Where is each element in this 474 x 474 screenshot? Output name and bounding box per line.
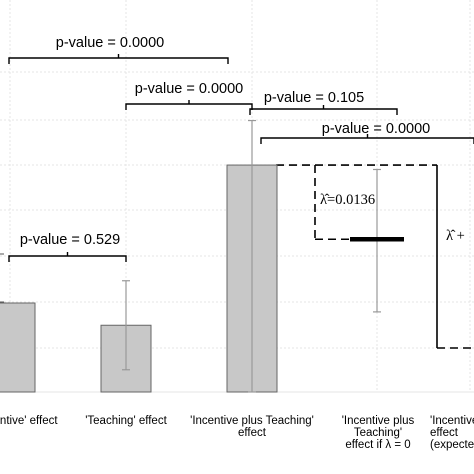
bracket-2 [125,100,253,110]
category-label-0-line-0: 'Incentive' effect [0,415,58,427]
pvalue-label-1: p-value = 0.0000 [56,35,164,51]
comparison-brackets: p-value = 0.529 p-value = 0.0000 p-value =… [8,35,474,262]
category-label-4-line-1: effect [430,427,459,439]
category-label-1: 'Teaching' effect [85,415,167,427]
category-label-4: 'Incentive plus Teaching'effect(expected… [430,415,474,451]
bracket-4 [260,134,474,144]
category-label-2: 'Incentive plus Teaching' effect [190,415,314,439]
bars [0,164,278,393]
category-label-1-line-0: 'Teaching' effect [85,415,167,427]
error-bars [122,119,404,393]
category-label-3-line-0: 'Incentive plus [342,415,415,427]
pvalue-label-4: p-value = 0.0000 [322,121,430,137]
expected-effect-lines [276,164,474,349]
bracket-0 [8,252,127,262]
pvalue-label-2: p-value = 0.0000 [135,81,243,97]
category-label-2-line-1: effect [238,427,267,439]
bracket-3 [249,105,398,115]
lambda-annotation-1: λ̂ + [446,228,465,244]
category-labels: 'Incentive' effect 'Teaching' effect 'Ince… [0,415,474,451]
lambda-annotation-0: λ̂=0.0136 [320,192,375,208]
category-label-3-line-1: Teaching' [354,427,402,439]
category-label-3-line-2: effect if λ = 0 [345,439,410,451]
bar-0 [0,302,36,393]
category-label-0: 'Incentive' effect [0,415,58,427]
bracket-1 [8,54,229,64]
category-label-4-line-2: (expected) [430,439,474,451]
category-label-3: 'Incentive plus Teaching' effect if λ = 0 [342,415,415,451]
pvalue-label-3: p-value = 0.105 [264,90,364,106]
pvalue-label-0: p-value = 0.529 [20,232,120,248]
category-label-2-line-0: 'Incentive plus Teaching' [190,415,314,427]
category-label-4-line-0: 'Incentive plus Teaching' [430,415,474,427]
